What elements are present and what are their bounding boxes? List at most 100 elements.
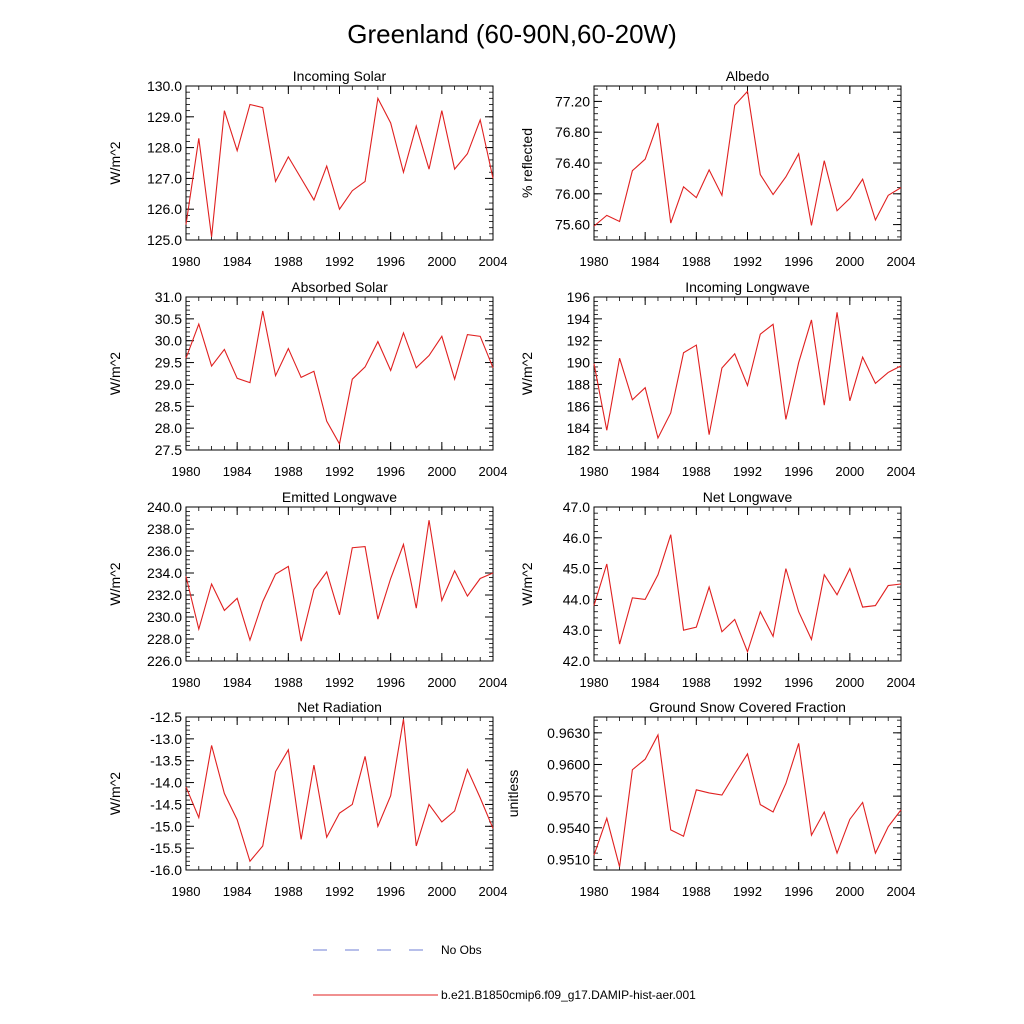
x-tick-label: 2000 bbox=[835, 464, 864, 479]
x-tick-label: 1992 bbox=[325, 254, 354, 269]
y-tick-label: 0.9630 bbox=[547, 725, 590, 741]
y-tick-label: 186 bbox=[567, 398, 591, 414]
panel-incoming-longwave-title: Incoming Longwave bbox=[685, 279, 810, 295]
y-tick-label: 0.9570 bbox=[547, 788, 590, 804]
x-tick-label: 2004 bbox=[887, 464, 916, 479]
panel-absorbed-solar-ylabel: W/m^2 bbox=[107, 352, 123, 395]
panel-ground-snow-covered-fraction: 1980 1984 1988 1992 1996 2000 2004 0.9510 0.9540… bbox=[505, 699, 915, 899]
y-tick-label: 182 bbox=[567, 442, 591, 458]
x-tick-label: 1980 bbox=[172, 675, 201, 690]
y-tick-label: 238.0 bbox=[147, 521, 182, 537]
y-tick-label: 240.0 bbox=[147, 499, 182, 515]
x-tick-label: 1980 bbox=[172, 464, 201, 479]
y-tick-label: -15.5 bbox=[150, 840, 182, 856]
x-tick-label: 1988 bbox=[682, 675, 711, 690]
x-tick-label: 1988 bbox=[274, 675, 303, 690]
x-tick-label: 1996 bbox=[784, 675, 813, 690]
y-tick-label: 28.0 bbox=[155, 420, 182, 436]
y-tick-label: 43.0 bbox=[563, 622, 590, 638]
y-tick-label: 47.0 bbox=[563, 499, 590, 515]
x-tick-label: 1988 bbox=[682, 884, 711, 899]
y-tick-label: 126.0 bbox=[147, 201, 182, 217]
x-tick-label: 2000 bbox=[427, 884, 456, 899]
x-tick-label: 1980 bbox=[580, 254, 609, 269]
x-tick-label: 1984 bbox=[223, 464, 252, 479]
y-tick-label: -14.5 bbox=[150, 796, 182, 812]
x-tick-label: 2004 bbox=[479, 254, 508, 269]
y-tick-label: 28.5 bbox=[155, 398, 182, 414]
y-tick-label: 125.0 bbox=[147, 232, 182, 248]
x-tick-label: 2000 bbox=[427, 675, 456, 690]
y-tick-label: -14.0 bbox=[150, 775, 182, 791]
x-tick-label: 1988 bbox=[274, 884, 303, 899]
y-tick-label: 30.0 bbox=[155, 333, 182, 349]
panel-absorbed-solar-title: Absorbed Solar bbox=[291, 279, 388, 295]
y-tick-label: 226.0 bbox=[147, 653, 182, 669]
panel-emitted-longwave-frame bbox=[185, 506, 494, 662]
y-tick-label: 44.0 bbox=[563, 591, 590, 607]
panel-net-longwave: 1980 1984 1988 1992 1996 2000 2004 42.0 43.0 44.0… bbox=[519, 489, 915, 690]
panel-albedo: 1980 1984 1988 1992 1996 2000 2004 75.60 76.00 76… bbox=[519, 68, 915, 269]
y-tick-label: 184 bbox=[567, 420, 591, 436]
x-tick-label: 1984 bbox=[631, 675, 660, 690]
panel-net-radiation-frame bbox=[185, 716, 494, 871]
x-tick-label: 1984 bbox=[223, 675, 252, 690]
y-tick-label: 30.5 bbox=[155, 311, 182, 327]
x-tick-label: 1988 bbox=[682, 254, 711, 269]
y-tick-label: 0.9540 bbox=[547, 820, 590, 836]
panel-net-radiation: 1980 1984 1988 1992 1996 2000 2004 -16.0 -15.5 -1… bbox=[107, 699, 507, 899]
y-tick-label: 230.0 bbox=[147, 609, 182, 625]
x-tick-label: 2000 bbox=[835, 884, 864, 899]
x-tick-label: 1996 bbox=[784, 884, 813, 899]
x-tick-label: 1984 bbox=[223, 884, 252, 899]
y-tick-label: 27.5 bbox=[155, 442, 182, 458]
panel-absorbed-solar-series-line bbox=[185, 310, 494, 446]
panel-ground-snow-covered-fraction-frame bbox=[593, 716, 902, 871]
panel-incoming-solar-series-line bbox=[185, 96, 494, 237]
x-tick-label: 1980 bbox=[172, 884, 201, 899]
panel-incoming-solar-frame bbox=[185, 85, 494, 241]
x-tick-label: 1996 bbox=[376, 464, 405, 479]
panel-albedo-ylabel: % reflected bbox=[519, 128, 535, 198]
x-tick-label: 2004 bbox=[479, 675, 508, 690]
x-tick-label: 1992 bbox=[733, 884, 762, 899]
panel-net-radiation-ylabel: W/m^2 bbox=[107, 772, 123, 815]
y-tick-label: 194 bbox=[567, 311, 591, 327]
panel-net-longwave-ylabel: W/m^2 bbox=[519, 562, 535, 605]
y-tick-label: 29.5 bbox=[155, 355, 182, 371]
panel-ground-snow-covered-fraction-series-line bbox=[593, 733, 902, 867]
panels: 1980 1984 1988 1992 1996 2000 2004 125.0 126.0 12… bbox=[107, 68, 915, 899]
legend: No Obs b.e21.B1850cmip6.f09_g17.DAMIP-hi… bbox=[313, 943, 696, 1002]
legend-label-no-obs: No Obs bbox=[441, 943, 482, 957]
x-tick-label: 2000 bbox=[427, 464, 456, 479]
x-tick-label: 1988 bbox=[274, 464, 303, 479]
panel-emitted-longwave-ylabel: W/m^2 bbox=[107, 562, 123, 605]
panel-albedo-title: Albedo bbox=[726, 68, 770, 84]
x-tick-label: 2004 bbox=[887, 884, 916, 899]
y-tick-label: 128.0 bbox=[147, 140, 182, 156]
x-tick-label: 1992 bbox=[325, 675, 354, 690]
y-tick-label: 75.60 bbox=[555, 217, 590, 233]
y-tick-label: 46.0 bbox=[563, 530, 590, 546]
panel-albedo-series-line bbox=[593, 90, 902, 227]
x-tick-label: 2004 bbox=[887, 254, 916, 269]
x-tick-label: 1980 bbox=[172, 254, 201, 269]
panel-absorbed-solar: 1980 1984 1988 1992 1996 2000 2004 27.5 28.0 28.5… bbox=[107, 279, 507, 479]
figure-title: Greenland (60-90N,60-20W) bbox=[347, 19, 677, 49]
x-tick-label: 1996 bbox=[784, 254, 813, 269]
y-tick-label: 228.0 bbox=[147, 631, 182, 647]
y-tick-label: 196 bbox=[567, 289, 591, 305]
y-tick-label: 76.80 bbox=[555, 124, 590, 140]
y-tick-label: 234.0 bbox=[147, 565, 182, 581]
y-tick-label: 192 bbox=[567, 333, 591, 349]
y-tick-label: 45.0 bbox=[563, 561, 590, 577]
y-tick-label: 130.0 bbox=[147, 78, 182, 94]
y-tick-label: 76.40 bbox=[555, 155, 590, 171]
y-tick-label: 76.00 bbox=[555, 186, 590, 202]
x-tick-label: 1984 bbox=[631, 884, 660, 899]
panel-net-radiation-series-line bbox=[185, 719, 494, 863]
y-tick-label: 188 bbox=[567, 376, 591, 392]
x-tick-label: 1984 bbox=[631, 464, 660, 479]
y-tick-label: 232.0 bbox=[147, 587, 182, 603]
panel-net-radiation-title: Net Radiation bbox=[297, 699, 382, 715]
